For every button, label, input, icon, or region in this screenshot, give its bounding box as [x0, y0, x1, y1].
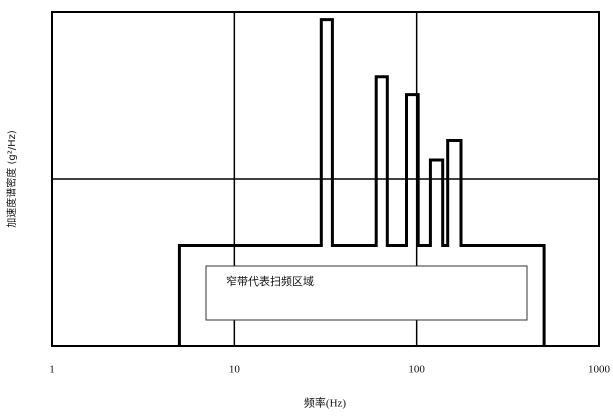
x-tick-label: 10	[229, 364, 241, 376]
x-tick-label: 1000	[588, 364, 611, 376]
annotation: 窄带代表扫频区域	[226, 274, 314, 288]
data-line	[177, 18, 546, 346]
annotation-box	[205, 265, 528, 321]
y-axis-label: 加速度谱密度 (g²/Hz)	[5, 130, 18, 228]
x-tick-label: 1	[49, 364, 55, 376]
x-axis-label: 频率(Hz)	[304, 396, 346, 410]
x-tick-label: 100	[408, 364, 425, 376]
